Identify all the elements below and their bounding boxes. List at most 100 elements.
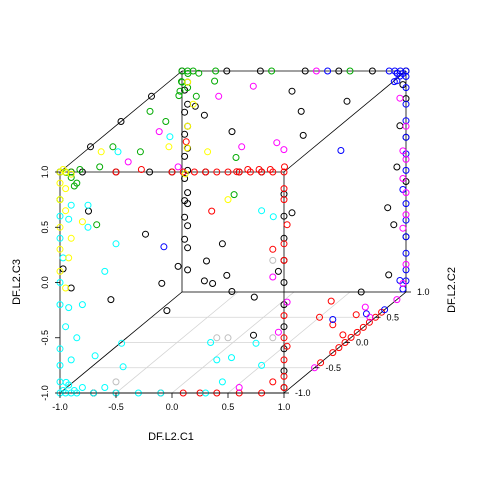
data-point-0-49 (184, 189, 192, 197)
data-point-2-6 (268, 67, 276, 75)
data-point-6-6 (56, 196, 64, 204)
data-point-0-60 (181, 213, 189, 221)
data-point-6-15 (97, 148, 105, 156)
data-point-1-21 (280, 334, 288, 342)
data-point-4-12 (402, 211, 410, 219)
data-point-6-14 (78, 218, 86, 226)
data-point-1-43 (359, 323, 367, 331)
data-point-3-13 (402, 100, 410, 108)
data-point-5-24 (56, 212, 64, 220)
data-point-2-24 (162, 118, 170, 125)
data-point-4-25 (361, 303, 369, 311)
data-point-4-13 (399, 147, 407, 155)
data-point-5-3 (59, 387, 67, 394)
data-point-5-19 (62, 323, 70, 331)
data-point-0-74 (299, 131, 307, 139)
data-point-0-38 (148, 92, 155, 100)
cube-edge-5 (59, 70, 183, 173)
data-point-5-29 (78, 301, 86, 309)
data-point-0-66 (228, 288, 236, 295)
data-point-1-23 (280, 372, 288, 380)
data-point-5-34 (84, 201, 92, 209)
data-point-1-54 (208, 207, 216, 215)
cube-box (59, 70, 407, 394)
data-point-1-17 (283, 221, 291, 229)
data-point-5-33 (67, 201, 75, 209)
data-point-4-19 (269, 273, 277, 281)
data-point-5-36 (213, 356, 221, 364)
x-tick-label-0: -1.0 (52, 402, 68, 412)
data-point-0-72 (158, 279, 166, 287)
data-point-0-8 (390, 221, 398, 229)
z-tick-label-0: -1.0 (40, 385, 50, 401)
data-point-1-9 (179, 168, 187, 176)
data-point-3-8 (385, 67, 393, 75)
data-point-0-53 (184, 266, 192, 274)
data-point-6-19 (184, 78, 192, 86)
data-point-0-3 (396, 122, 404, 130)
data-point-6-12 (56, 267, 64, 275)
data-point-5-37 (166, 133, 174, 141)
data-point-4-26 (393, 296, 401, 304)
data-point-1-12 (244, 166, 252, 173)
data-point-3-21 (402, 233, 410, 241)
y-tick-label-3: 0.5 (387, 312, 400, 322)
data-point-4-9 (402, 122, 410, 130)
y-tick-label-0: -1.0 (295, 388, 311, 398)
data-point-6-22 (183, 144, 191, 152)
data-point-1-38 (353, 328, 361, 336)
cube-edge-6 (283, 70, 407, 173)
data-point-4-1 (249, 82, 257, 90)
data-point-0-62 (200, 111, 208, 119)
data-point-1-51 (112, 168, 120, 176)
data-point-0-71 (174, 262, 182, 270)
data-point-0-43 (297, 107, 305, 115)
data-point-0-7 (384, 204, 392, 212)
data-point-6-21 (184, 122, 192, 130)
data-point-6-23 (224, 196, 232, 204)
data-point-0-69 (385, 271, 393, 279)
y-axis-label: DF.L2.C2 (446, 267, 458, 313)
data-point-1-45 (352, 311, 360, 319)
data-point-1-33 (269, 378, 277, 386)
data-point-5-40 (228, 354, 235, 362)
data-point-5-16 (218, 378, 226, 386)
data-point-5-30 (101, 267, 109, 275)
data-point-6-13 (62, 284, 70, 292)
data-point-3-17 (402, 166, 410, 174)
data-point-5-26 (65, 215, 73, 223)
data-point-2-14 (67, 174, 75, 181)
data-point-6-17 (204, 148, 212, 156)
data-point-0-36 (335, 67, 343, 75)
data-point-4-22 (235, 384, 243, 391)
data-point-0-16 (280, 323, 288, 331)
data-point-0-57 (181, 152, 189, 160)
data-point-5-39 (207, 339, 215, 346)
data-point-1-11 (255, 166, 263, 173)
data-point-4-17 (402, 260, 410, 268)
data-point-0-14 (280, 279, 288, 286)
data-point-4-18 (399, 280, 407, 287)
data-point-3-29 (329, 316, 337, 323)
z-tick-label-2: 0.0 (40, 276, 50, 289)
data-point-0-51 (184, 222, 192, 230)
data-point-0-33 (223, 67, 231, 75)
data-point-0-24 (146, 168, 154, 176)
data-point-4-15 (399, 224, 407, 232)
data-point-2-17 (70, 182, 78, 190)
data-point-1-25 (283, 342, 291, 350)
data-point-7-0 (224, 334, 232, 342)
data-point-4-16 (396, 94, 404, 102)
data-point-5-35 (118, 339, 126, 347)
x-tick-label-1: -0.5 (108, 402, 124, 412)
data-point-0-52 (184, 244, 192, 252)
data-point-0-80 (107, 296, 115, 304)
floor-grid (59, 291, 407, 394)
data-point-3-31 (337, 147, 345, 154)
data-point-1-49 (327, 297, 335, 305)
data-point-0-27 (218, 240, 226, 248)
data-point-2-31 (230, 191, 238, 199)
data-point-2-13 (96, 163, 104, 171)
data-point-6-5 (62, 185, 70, 193)
